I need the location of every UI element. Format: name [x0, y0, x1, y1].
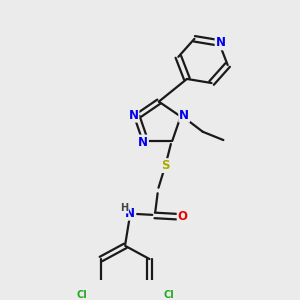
Text: N: N — [179, 109, 189, 122]
Text: N: N — [138, 136, 148, 148]
Text: N: N — [216, 36, 226, 50]
Text: Cl: Cl — [76, 290, 87, 300]
Text: O: O — [178, 210, 188, 223]
Text: N: N — [125, 207, 135, 220]
Text: Cl: Cl — [163, 290, 174, 300]
Text: N: N — [128, 109, 139, 122]
Text: S: S — [161, 159, 169, 172]
Text: H: H — [120, 203, 128, 213]
